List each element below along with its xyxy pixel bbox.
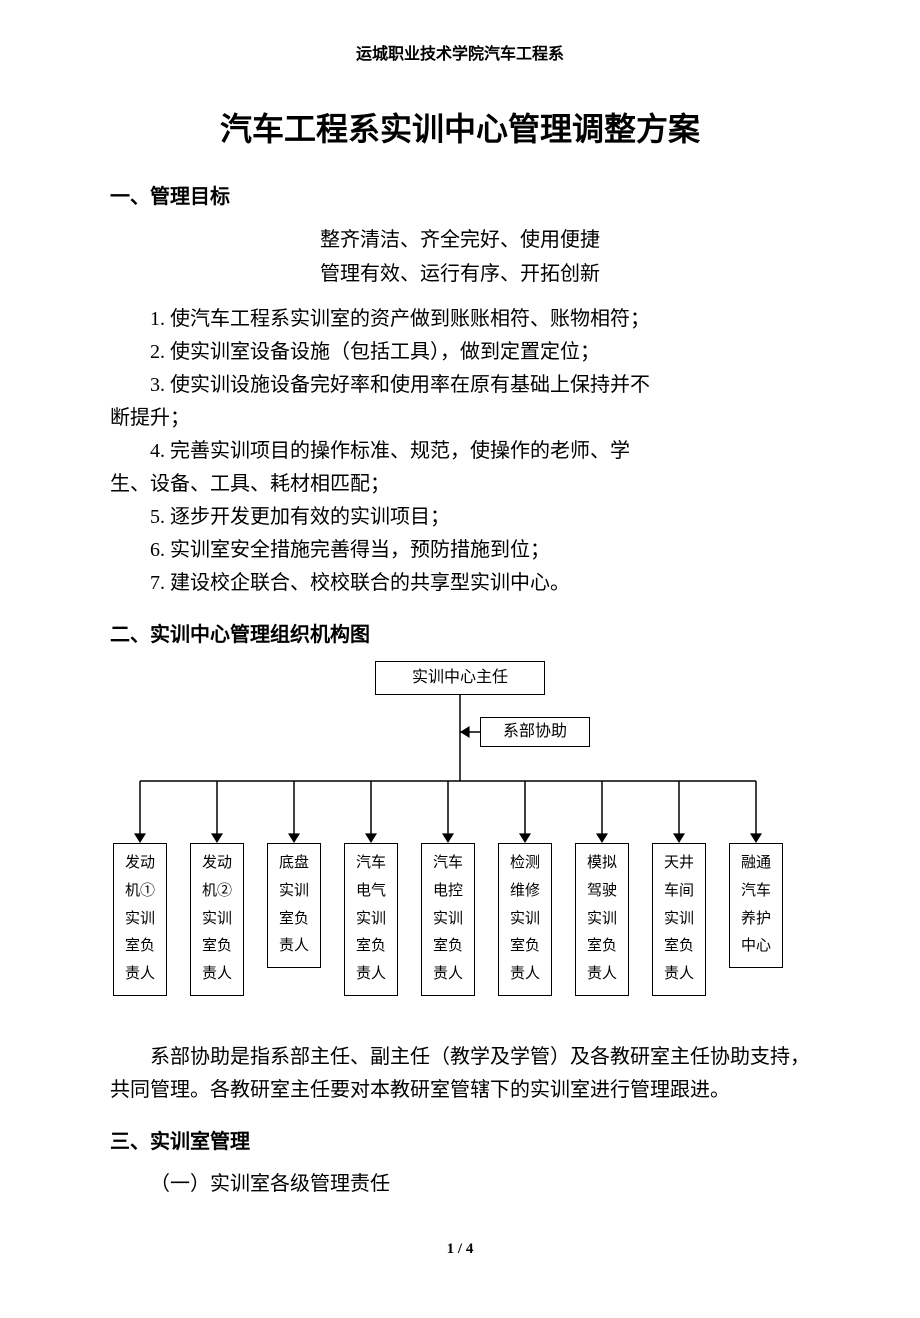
goal-1: 1. 使汽车工程系实训室的资产做到账账相符、账物相符； — [110, 303, 810, 336]
org-chart: 实训中心主任 系部协助 发动机①实训室负责人发动机②实训室负责人底盘实训室负责人… — [110, 661, 810, 1031]
goal-2: 2. 使实训室设备设施（包括工具），做到定置定位； — [110, 336, 810, 369]
section-3-sub1: （一）实训室各级管理责任 — [110, 1168, 810, 1201]
org-leaf-0: 发动机①实训室负责人 — [113, 843, 167, 996]
org-leaf-2: 底盘实训室负责人 — [267, 843, 321, 968]
goal-3-line2: 断提升； — [110, 402, 810, 435]
org-leaf-6: 模拟驾驶实训室负责人 — [575, 843, 629, 996]
page-header: 运城职业技术学院汽车工程系 — [110, 40, 810, 64]
section-1-heading: 一、管理目标 — [110, 180, 810, 209]
document-title: 汽车工程系实训中心管理调整方案 — [110, 104, 810, 150]
page-footer: 1 / 4 — [110, 1241, 810, 1258]
org-note: 系部协助是指系部主任、副主任（教学及学管）及各教研室主任协助支持，共同管理。各教… — [110, 1041, 810, 1107]
section-2-heading: 二、实训中心管理组织机构图 — [110, 618, 810, 647]
goal-6: 6. 实训室安全措施完善得当，预防措施到位； — [110, 534, 810, 567]
goal-7: 7. 建设校企联合、校校联合的共享型实训中心。 — [110, 567, 810, 600]
org-leaf-4: 汽车电控实训室负责人 — [421, 843, 475, 996]
org-leaf-8: 融通汽车养护中心 — [729, 843, 783, 968]
org-leaf-3: 汽车电气实训室负责人 — [344, 843, 398, 996]
org-root-node: 实训中心主任 — [375, 661, 545, 695]
motto-block: 整齐清洁、齐全完好、使用便捷 管理有效、运行有序、开拓创新 — [110, 223, 810, 291]
org-assist-node: 系部协助 — [480, 717, 590, 747]
motto-line-2: 管理有效、运行有序、开拓创新 — [110, 257, 810, 291]
goal-5: 5. 逐步开发更加有效的实训项目； — [110, 501, 810, 534]
section-3-heading: 三、实训室管理 — [110, 1125, 810, 1154]
goal-4-line2: 生、设备、工具、耗材相匹配； — [110, 468, 810, 501]
motto-line-1: 整齐清洁、齐全完好、使用便捷 — [110, 223, 810, 257]
goal-4-line1: 4. 完善实训项目的操作标准、规范，使操作的老师、学 — [110, 435, 810, 468]
goal-3-line1: 3. 使实训设施设备完好率和使用率在原有基础上保持并不 — [110, 369, 810, 402]
org-leaf-7: 天井车间实训室负责人 — [652, 843, 706, 996]
org-leaf-5: 检测维修实训室负责人 — [498, 843, 552, 996]
org-leaf-1: 发动机②实训室负责人 — [190, 843, 244, 996]
